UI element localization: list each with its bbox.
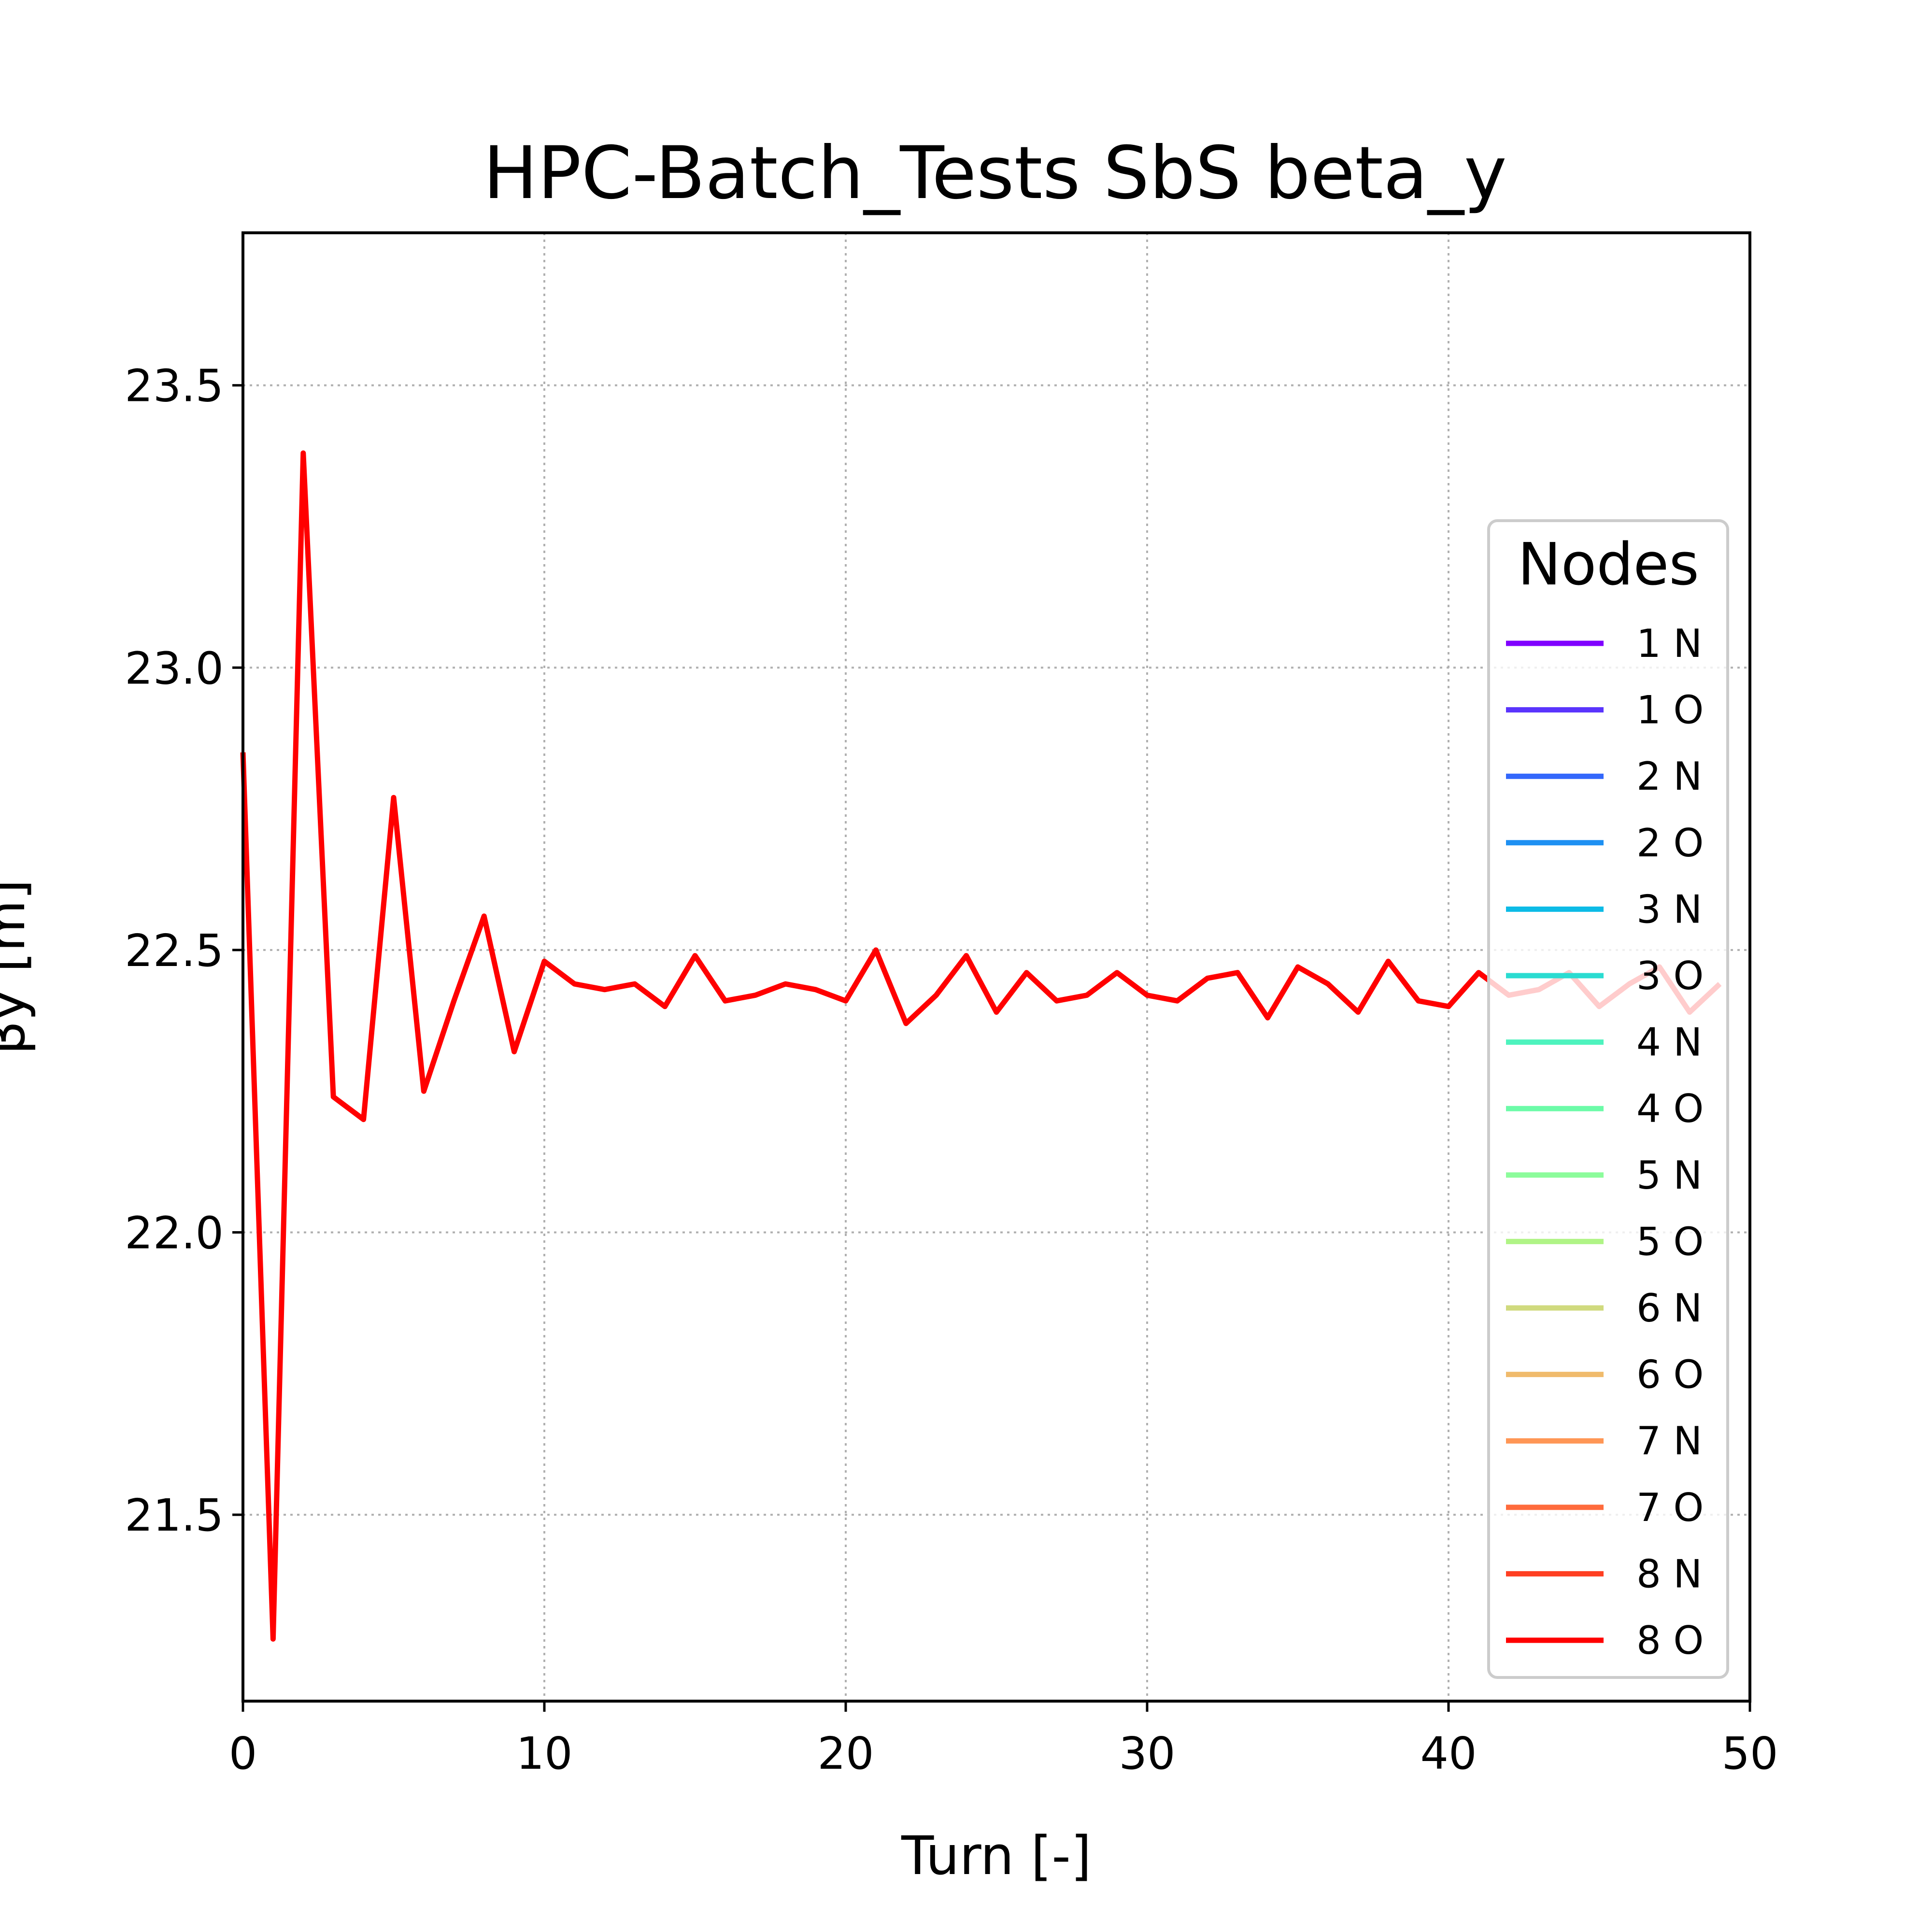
y-axis: 21.5 22.0 22.5 23.0 23.5 <box>125 360 243 1541</box>
x-axis-label: Turn [-] <box>901 1825 1092 1887</box>
legend-box <box>1487 519 1729 1679</box>
y-tick-label: 22.0 <box>125 1208 224 1259</box>
y-axis-label: βy [m] <box>0 879 37 1054</box>
legend-label: 1 N <box>1636 621 1702 666</box>
legend-label: 7 O <box>1636 1485 1704 1530</box>
legend-title: Nodes <box>1518 531 1699 598</box>
y-tick-label: 21.5 <box>125 1490 224 1541</box>
x-tick-label: 40 <box>1420 1728 1477 1779</box>
legend-label: 5 O <box>1636 1219 1704 1264</box>
legend-label: 2 N <box>1636 754 1702 799</box>
y-tick-label: 23.0 <box>125 642 224 694</box>
legend-label: 4 N <box>1636 1020 1702 1065</box>
plot-frame <box>242 231 1751 1703</box>
x-tick-label: 20 <box>817 1728 874 1779</box>
legend-label: 6 O <box>1636 1352 1704 1397</box>
legend-entries: 1 N 1 O 2 N 2 O 3 N 3 O 4 N 4 O 5 N 5 O 6 N 6 O 7 N 7… <box>1506 621 1704 1663</box>
chart-title: HPC-Batch_Tests SbS beta_y <box>483 131 1506 215</box>
legend-label: 8 O <box>1636 1618 1704 1663</box>
legend-label: 7 N <box>1636 1419 1702 1463</box>
y-tick-label: 22.5 <box>125 925 224 977</box>
legend-label: 1 O <box>1636 688 1704 733</box>
legend-label: 4 O <box>1636 1086 1704 1131</box>
y-tick-label: 23.5 <box>125 360 224 412</box>
legend-label: 3 N <box>1636 887 1702 932</box>
legend-label: 8 N <box>1636 1551 1702 1596</box>
legend-label: 6 N <box>1636 1286 1702 1331</box>
legend-label: 5 N <box>1636 1153 1702 1198</box>
x-tick-label: 30 <box>1119 1728 1175 1779</box>
legend: Nodes 1 N 1 O 2 N 2 O 3 N 3 O 4 N 4 O 5 N 5 O 6 N 6… <box>1487 519 1729 1679</box>
legend-label: 3 O <box>1636 953 1704 998</box>
x-tick-label: 10 <box>516 1728 572 1779</box>
series-layer <box>240 450 1722 1642</box>
x-tick-label: 0 <box>229 1728 257 1779</box>
series-line-0 <box>240 450 1722 1642</box>
legend-label: 2 O <box>1636 821 1704 866</box>
x-tick-label: 50 <box>1721 1728 1778 1779</box>
x-axis: 0 10 20 30 40 50 <box>229 1701 1778 1779</box>
